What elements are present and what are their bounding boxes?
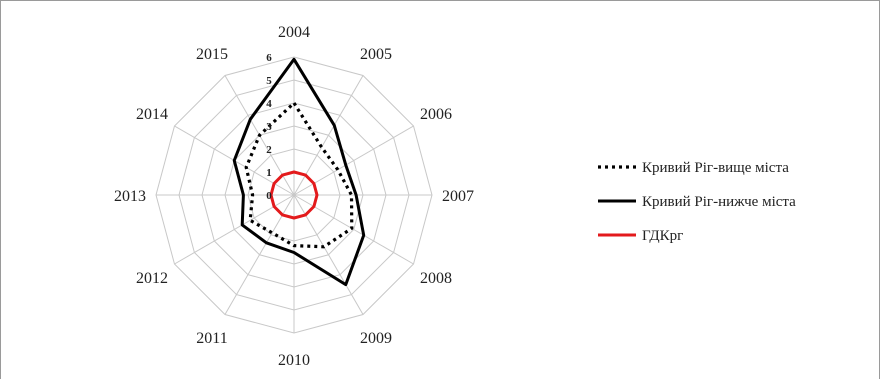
series-line-2 <box>269 170 319 220</box>
series-line-0 <box>244 101 354 249</box>
category-label-2009: 2009 <box>360 330 392 347</box>
radial-tick-labels: 0 1 2 3 4 5 6 <box>266 52 272 202</box>
category-label-2005: 2005 <box>360 46 392 63</box>
spoke-2005 <box>293 75 364 196</box>
legend-label-2: ГДКрг <box>642 228 683 244</box>
radial-tick-0: 0 <box>266 190 272 202</box>
spoke-2008 <box>293 194 414 265</box>
legend-label-1: Кривий Ріг-нижче міста <box>642 194 796 210</box>
legend: Кривий Ріг-вище міста Кривий Ріг-нижче мі… <box>598 160 796 244</box>
spoke-2011 <box>224 194 295 315</box>
radar-grid <box>155 56 433 334</box>
category-label-2011: 2011 <box>196 330 227 347</box>
radial-tick-2: 2 <box>266 144 272 156</box>
series-line-1 <box>232 57 366 287</box>
legend-label-0: Кривий Ріг-вище міста <box>642 160 789 176</box>
category-label-2007: 2007 <box>442 188 474 205</box>
category-label-2015: 2015 <box>196 46 228 63</box>
category-label-2014: 2014 <box>136 106 168 123</box>
radar-series <box>232 57 366 287</box>
category-labels: 2004200520062007200820092010201120122013… <box>114 24 474 369</box>
category-label-2013: 2013 <box>114 188 146 205</box>
radial-tick-3: 3 <box>266 121 272 133</box>
spoke-2012 <box>174 194 295 265</box>
category-label-2010: 2010 <box>278 352 310 369</box>
category-label-2006: 2006 <box>420 106 452 123</box>
radial-tick-6: 6 <box>266 52 272 64</box>
radial-tick-1: 1 <box>266 167 272 179</box>
category-label-2012: 2012 <box>136 270 168 287</box>
category-label-2004: 2004 <box>278 24 310 41</box>
category-label-2008: 2008 <box>420 270 452 287</box>
radial-tick-5: 5 <box>266 75 272 87</box>
radial-tick-4: 4 <box>266 98 272 110</box>
